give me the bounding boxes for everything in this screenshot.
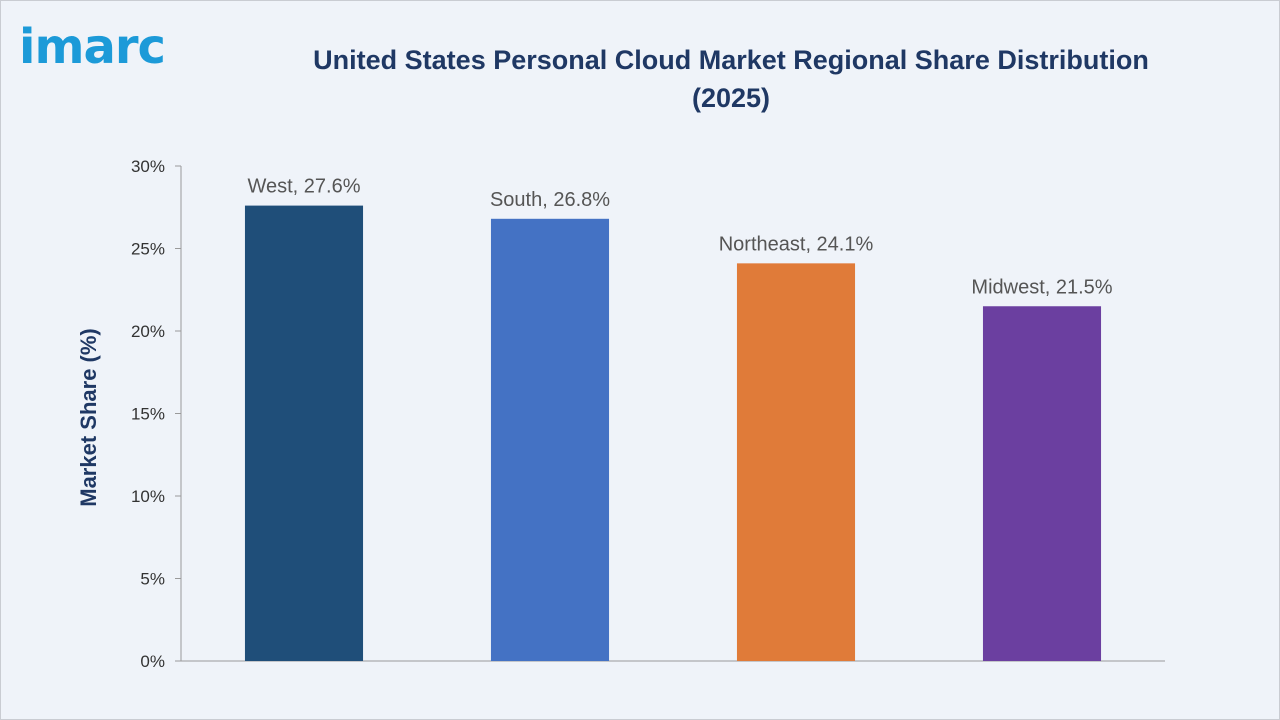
bar-northeast: [736, 263, 856, 661]
y-axis-title: Market Share (%): [76, 328, 101, 507]
bar-south: [490, 218, 610, 662]
data-label-midwest: Midwest, 21.5%: [971, 276, 1112, 298]
y-tick-label: 10%: [131, 487, 165, 506]
y-tick-label: 25%: [131, 240, 165, 259]
bar-midwest: [982, 306, 1102, 661]
y-tick-label: 0%: [140, 652, 165, 671]
data-label-south: South, 26.8%: [490, 189, 610, 211]
y-tick-label: 15%: [131, 405, 165, 424]
data-label-west: West, 27.6%: [247, 176, 360, 198]
chart-title: United States Personal Cloud Market Regi…: [261, 41, 1201, 117]
y-tick-label: 5%: [140, 570, 165, 589]
chart-title-line-2: (2025): [691, 83, 771, 113]
bar-west: [244, 205, 364, 661]
y-tick-label: 30%: [131, 157, 165, 176]
y-tick-label: 20%: [131, 322, 165, 341]
data-label-northeast: Northeast, 24.1%: [719, 233, 874, 255]
imarc-logo: imarc: [19, 19, 166, 75]
chart-title-line-1: United States Personal Cloud Market Regi…: [313, 45, 1149, 75]
